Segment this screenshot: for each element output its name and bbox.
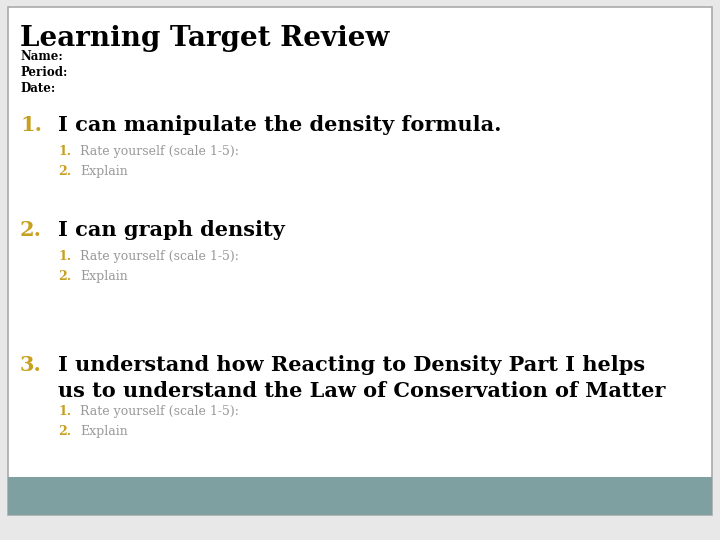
FancyBboxPatch shape [8, 477, 712, 515]
Text: I can graph density: I can graph density [58, 220, 284, 240]
Text: 2.: 2. [58, 425, 71, 438]
Text: Rate yourself (scale 1-5):: Rate yourself (scale 1-5): [80, 145, 239, 158]
Text: 1.: 1. [58, 250, 71, 263]
FancyBboxPatch shape [8, 7, 712, 515]
Text: 2.: 2. [58, 270, 71, 283]
Text: Period:: Period: [20, 66, 68, 79]
Text: Rate yourself (scale 1-5):: Rate yourself (scale 1-5): [80, 250, 239, 263]
Text: I understand how Reacting to Density Part I helps
us to understand the Law of Co: I understand how Reacting to Density Par… [58, 355, 665, 401]
Text: 3.: 3. [20, 355, 42, 375]
Text: 2.: 2. [20, 220, 42, 240]
Text: Explain: Explain [80, 425, 127, 438]
Text: Learning Target Review: Learning Target Review [20, 25, 390, 52]
Text: Rate yourself (scale 1-5):: Rate yourself (scale 1-5): [80, 405, 239, 418]
Text: 1.: 1. [58, 405, 71, 418]
Text: I can manipulate the density formula.: I can manipulate the density formula. [58, 115, 502, 135]
Text: Name:: Name: [20, 50, 63, 63]
Text: Date:: Date: [20, 82, 55, 95]
Text: 1.: 1. [20, 115, 42, 135]
Text: Explain: Explain [80, 165, 127, 178]
Text: 1.: 1. [58, 145, 71, 158]
Text: 2.: 2. [58, 165, 71, 178]
Text: Explain: Explain [80, 270, 127, 283]
